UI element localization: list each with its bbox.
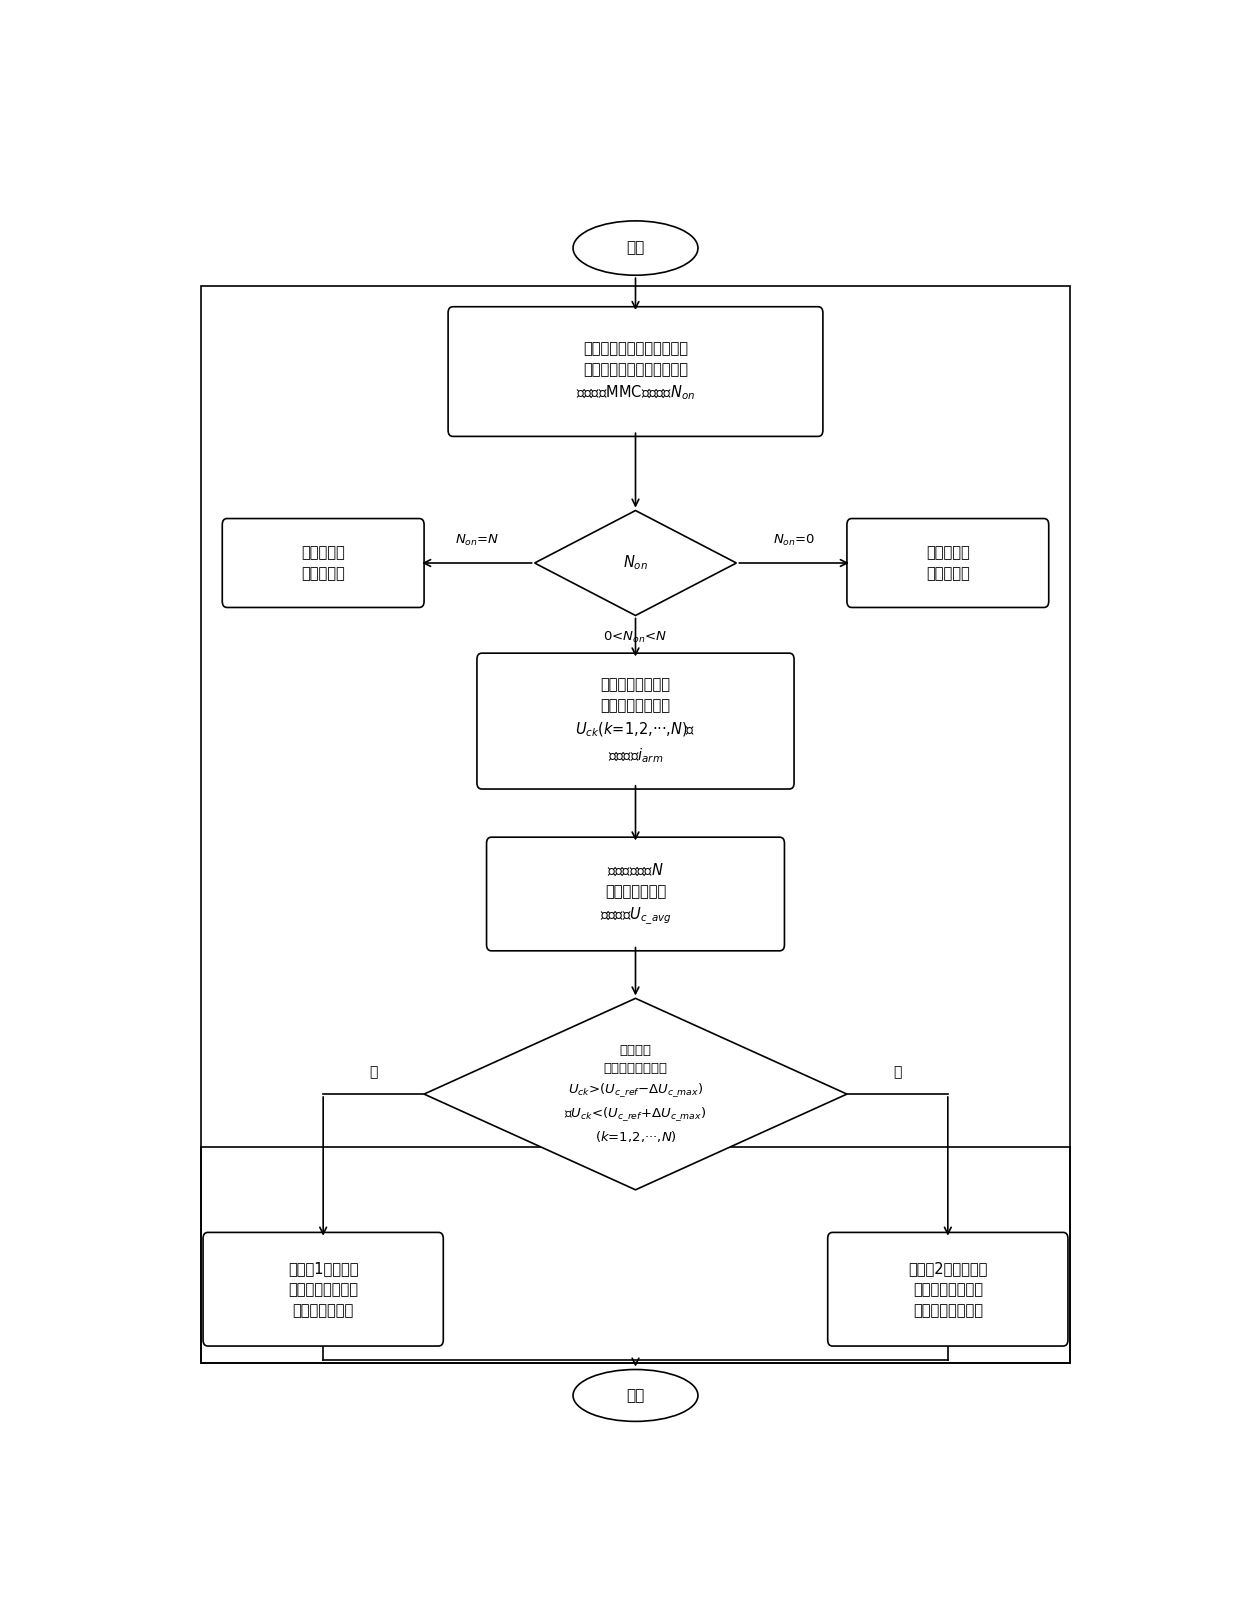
Text: 每个子模
块电容电压都满足
$U_{ck}$>($U_{c\_ref}$$-$$\Delta$$U_{c\_max}$)
且$U_{ck}$<($U_{c\_r: 每个子模 块电容电压都满足 $U_{ck}$>($U_{c\_ref}$$-$$… bbox=[564, 1044, 707, 1144]
FancyBboxPatch shape bbox=[477, 653, 794, 789]
FancyBboxPatch shape bbox=[828, 1232, 1068, 1346]
Text: $N_{on}$=$N$: $N_{on}$=$N$ bbox=[455, 533, 500, 549]
FancyBboxPatch shape bbox=[222, 518, 424, 608]
Text: 开始: 开始 bbox=[626, 241, 645, 255]
Polygon shape bbox=[534, 510, 737, 616]
Text: 结束: 结束 bbox=[626, 1387, 645, 1404]
Text: 投入该桥臂
所有子模块: 投入该桥臂 所有子模块 bbox=[301, 545, 345, 581]
Text: 子程序2：基于改进
排序的子模块电容
电压直接均衡方法: 子程序2：基于改进 排序的子模块电容 电压直接均衡方法 bbox=[908, 1261, 987, 1318]
FancyBboxPatch shape bbox=[448, 306, 823, 436]
Text: 是: 是 bbox=[370, 1065, 378, 1079]
Text: 求出该桥臂上$N$
个子模块电容电
压平均値$U_{c\_avg}$: 求出该桥臂上$N$ 个子模块电容电 压平均値$U_{c\_avg}$ bbox=[600, 861, 671, 927]
Polygon shape bbox=[424, 998, 847, 1190]
Text: $N_{on}$=0: $N_{on}$=0 bbox=[773, 533, 815, 549]
Text: 否: 否 bbox=[893, 1065, 901, 1079]
Text: 采集当前桥臂上每
个子模块电容电压
$U_{ck}$($k$=1,2,···,$N$)和
桥臂电流$i_{arm}$: 采集当前桥臂上每 个子模块电容电压 $U_{ck}$($k$=1,2,···,$… bbox=[575, 677, 696, 765]
FancyBboxPatch shape bbox=[203, 1232, 444, 1346]
Ellipse shape bbox=[573, 1370, 698, 1421]
Text: 0<$N_{on}$<$N$: 0<$N_{on}$<$N$ bbox=[604, 630, 667, 645]
FancyBboxPatch shape bbox=[486, 837, 785, 951]
Ellipse shape bbox=[573, 221, 698, 276]
Text: 根据控制系统选用的调制策
略计算出某一时刻各桥臂需
要投入的MMC子模块数$N_{on}$: 根据控制系统选用的调制策 略计算出某一时刻各桥臂需 要投入的MMC子模块数$N_… bbox=[575, 340, 696, 403]
FancyBboxPatch shape bbox=[847, 518, 1049, 608]
Text: 子程序1：无需排
序的子模块电容电
压均衡控制方法: 子程序1：无需排 序的子模块电容电 压均衡控制方法 bbox=[288, 1261, 358, 1318]
Text: $N_{on}$: $N_{on}$ bbox=[622, 553, 649, 573]
Text: 切除该桥臂
所有子模块: 切除该桥臂 所有子模块 bbox=[926, 545, 970, 581]
